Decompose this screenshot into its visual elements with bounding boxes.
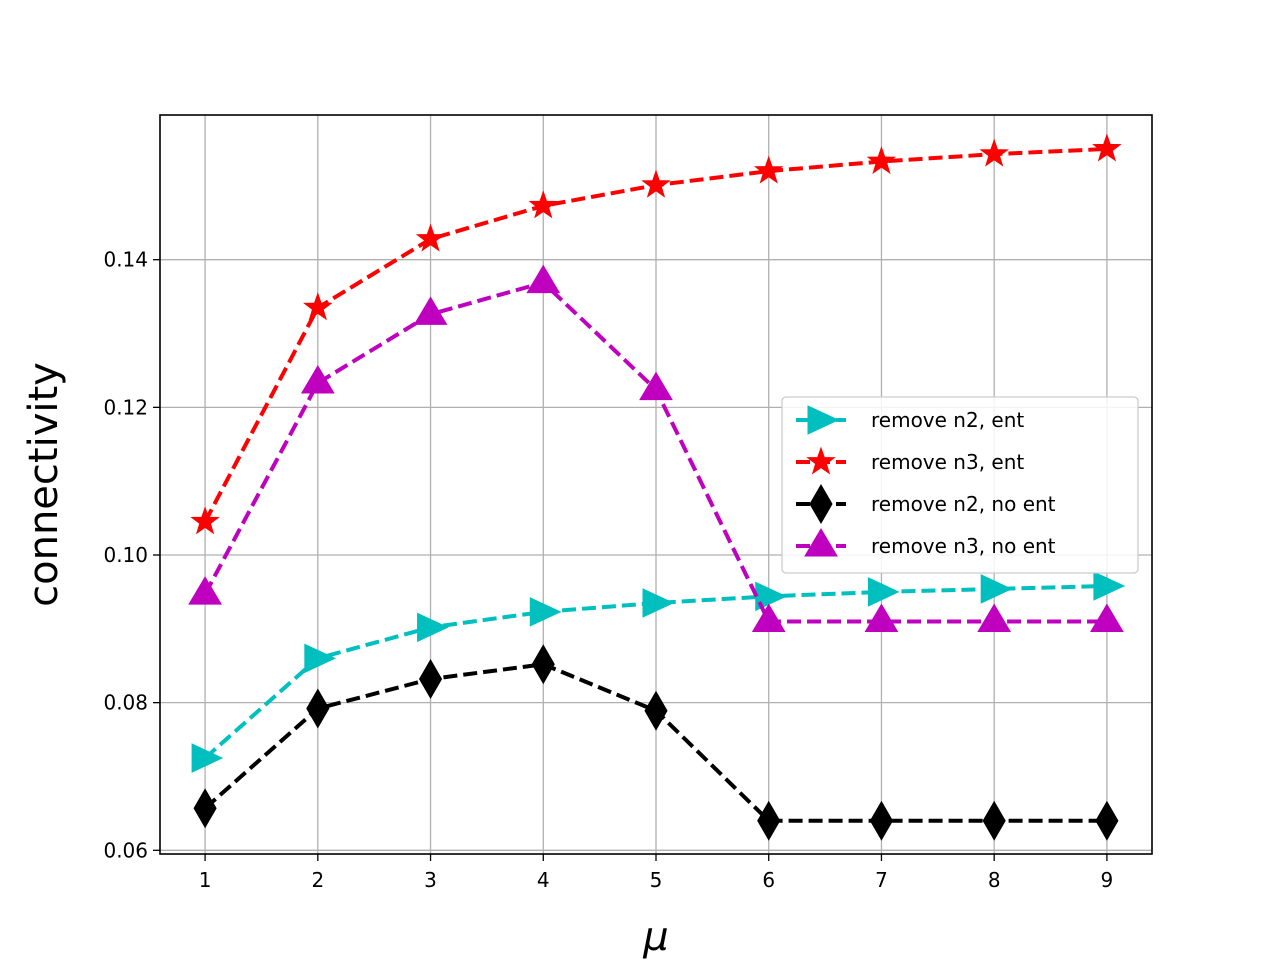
x-tick-label: 2 (311, 868, 324, 892)
legend-marker (806, 446, 836, 475)
legend-label: remove n2, ent (871, 408, 1024, 432)
data-point (529, 597, 562, 627)
y-tick-label: 0.06 (103, 838, 148, 862)
legend-label: remove n3, no ent (871, 534, 1056, 558)
data-point (413, 296, 448, 325)
series-4 (188, 264, 1124, 632)
data-point (191, 743, 224, 773)
legend-marker (804, 528, 838, 557)
x-tick-label: 9 (1101, 868, 1114, 892)
data-point (1095, 800, 1119, 841)
y-tick-label: 0.14 (103, 248, 148, 272)
x-tick-label: 4 (537, 868, 550, 892)
data-point (639, 371, 673, 401)
series-1 (191, 571, 1126, 773)
y-axis-label: connectivity (21, 362, 67, 607)
x-axis-label: μ (642, 914, 668, 960)
data-point (417, 612, 449, 643)
legend-label: remove n2, no ent (871, 492, 1056, 516)
data-point (193, 788, 217, 829)
data-point (418, 659, 443, 700)
data-point (980, 574, 1013, 604)
legend-item: remove n3, ent (796, 446, 1024, 475)
y-tick-label: 0.08 (103, 691, 148, 715)
data-point (531, 644, 555, 685)
data-point (190, 506, 220, 535)
data-point (867, 577, 900, 607)
legend-label: remove n3, ent (871, 450, 1024, 474)
data-point (1092, 133, 1122, 162)
data-point (979, 138, 1009, 167)
legend-marker (807, 405, 840, 435)
data-point (300, 365, 335, 394)
x-tick-label: 6 (762, 868, 775, 892)
data-point (526, 264, 561, 294)
data-point (864, 603, 899, 632)
x-tick-label: 7 (875, 868, 888, 892)
legend-marker (809, 484, 833, 524)
data-point (869, 800, 894, 841)
y-tick-label: 0.12 (103, 395, 148, 419)
x-tick-label: 8 (988, 868, 1001, 892)
data-point (528, 190, 559, 219)
legend-item: remove n2, no ent (796, 484, 1056, 524)
data-point (1093, 571, 1126, 601)
data-point (415, 223, 446, 252)
x-tick-label: 1 (199, 868, 212, 892)
data-point (303, 292, 333, 321)
legend-item: remove n3, no ent (796, 528, 1056, 558)
x-tick-label: 5 (650, 868, 663, 892)
series-layer (188, 133, 1126, 841)
legend: remove n2, ent remove n3, ent remove n2, n… (781, 396, 1139, 574)
data-point (1090, 603, 1124, 632)
x-tick-label: 3 (424, 868, 437, 892)
data-point (188, 576, 222, 605)
legend-item: remove n2, ent (796, 405, 1024, 435)
data-point (977, 603, 1012, 632)
y-tick-label: 0.10 (103, 543, 148, 567)
data-point (642, 588, 675, 618)
data-point (641, 169, 671, 198)
series-2 (190, 133, 1122, 535)
legend-box (781, 396, 1139, 574)
series-line (203, 584, 1107, 760)
data-point (866, 145, 897, 175)
data-point (753, 155, 784, 184)
series-3 (193, 644, 1119, 841)
data-point (982, 800, 1006, 841)
data-point (304, 643, 337, 674)
data-point (644, 690, 668, 731)
data-point (751, 603, 786, 632)
ticks: 1 2 3 4 5 6 7 8 9 0.06 0.08 0.10 0.12 0.14 (103, 248, 1113, 892)
data-point (757, 800, 781, 841)
data-point (306, 688, 330, 729)
